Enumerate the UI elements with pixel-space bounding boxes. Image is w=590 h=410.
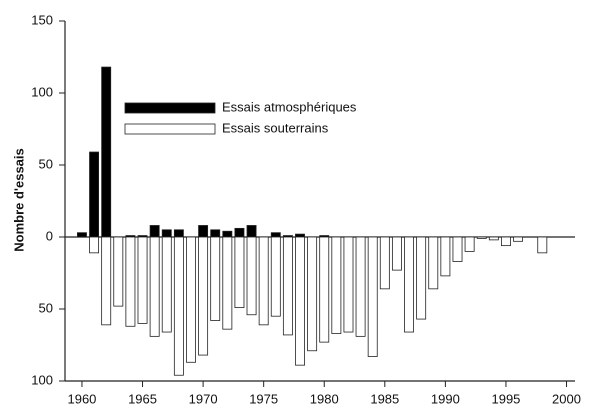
bar	[89, 151, 100, 238]
bar	[210, 236, 221, 321]
x-tick-label: 1970	[189, 391, 218, 406]
bar	[173, 236, 184, 376]
bar	[391, 236, 402, 271]
legend-label: Essais souterrains	[222, 120, 329, 135]
bar	[416, 236, 427, 320]
bar	[161, 236, 172, 333]
bar	[101, 66, 112, 238]
bar	[295, 236, 305, 366]
bar	[282, 236, 293, 336]
legend-swatch	[124, 123, 216, 135]
bar	[440, 236, 451, 277]
bar	[307, 236, 318, 352]
legend-label: Essais atmosphériques	[222, 99, 357, 114]
bar	[101, 236, 112, 326]
bar	[113, 236, 124, 307]
bar	[355, 236, 366, 337]
bar	[149, 236, 160, 337]
x-tick-label: 1965	[128, 391, 157, 406]
bar	[234, 227, 245, 238]
bar	[246, 225, 257, 238]
bar	[404, 236, 414, 333]
bar	[125, 236, 136, 327]
bar	[77, 232, 87, 238]
bar	[464, 236, 475, 252]
bar	[452, 236, 463, 262]
x-tick-label: 1985	[370, 391, 399, 406]
bar	[295, 233, 305, 238]
x-tick-label: 1975	[249, 391, 278, 406]
bar	[198, 225, 209, 238]
y-tick-label: 50	[39, 300, 53, 315]
bar	[513, 236, 524, 242]
y-tick-label: 150	[31, 12, 53, 27]
bar	[149, 225, 160, 238]
legend-swatch	[124, 102, 216, 114]
bar	[501, 236, 511, 247]
bar	[270, 236, 281, 317]
bar	[210, 229, 221, 238]
y-tick-label: 0	[46, 228, 53, 243]
bar	[476, 236, 487, 239]
bar	[222, 236, 233, 330]
bar	[246, 236, 257, 316]
bar	[379, 236, 390, 290]
bar	[537, 236, 548, 254]
bar	[367, 236, 378, 357]
bar	[234, 236, 245, 308]
y-tick-label: 100	[31, 84, 53, 99]
bar	[137, 236, 148, 324]
x-tick-label: 1990	[431, 391, 460, 406]
y-tick-label: 50	[39, 156, 53, 171]
bar	[173, 229, 184, 238]
x-tick-label: 1995	[491, 391, 520, 406]
bar	[270, 232, 281, 238]
bar	[222, 230, 233, 238]
bar	[186, 236, 196, 363]
bar	[258, 236, 269, 326]
bar	[428, 236, 439, 290]
bar	[198, 236, 209, 356]
x-tick-label: 1960	[67, 391, 96, 406]
y-axis-label: Nombre d'essais	[11, 148, 26, 252]
bar	[343, 236, 354, 333]
bar	[319, 236, 330, 343]
bar	[331, 236, 342, 334]
x-tick-label: 2000	[552, 391, 581, 406]
bar	[161, 229, 172, 238]
y-tick-label: 100	[31, 372, 53, 387]
bar	[488, 236, 499, 241]
bar	[89, 236, 100, 254]
x-tick-label: 1980	[310, 391, 339, 406]
